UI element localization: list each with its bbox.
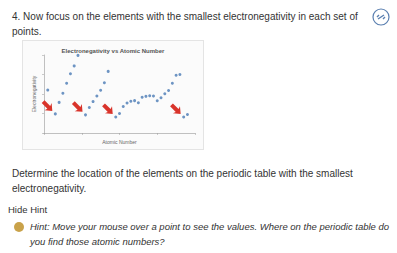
html-text:Determine the location of the: Determine the location of the elements o… [12, 168, 353, 194]
html-text:4. Now focus on the elements w: 4. Now focus on the elements with the sm… [12, 11, 358, 37]
svg-text:Atomic Number: Atomic Number [102, 139, 137, 145]
svg-text:Electronegativity vs Atomic Nu: Electronegativity vs Atomic Number [62, 48, 165, 54]
svg-text:Electronegativity: Electronegativity [31, 75, 37, 112]
html-text:Hide Hint: Hide Hint [8, 204, 48, 215]
html-text:Hint: Move your mouse over a p: Hint: Move your mouse over a point to se… [30, 221, 390, 247]
